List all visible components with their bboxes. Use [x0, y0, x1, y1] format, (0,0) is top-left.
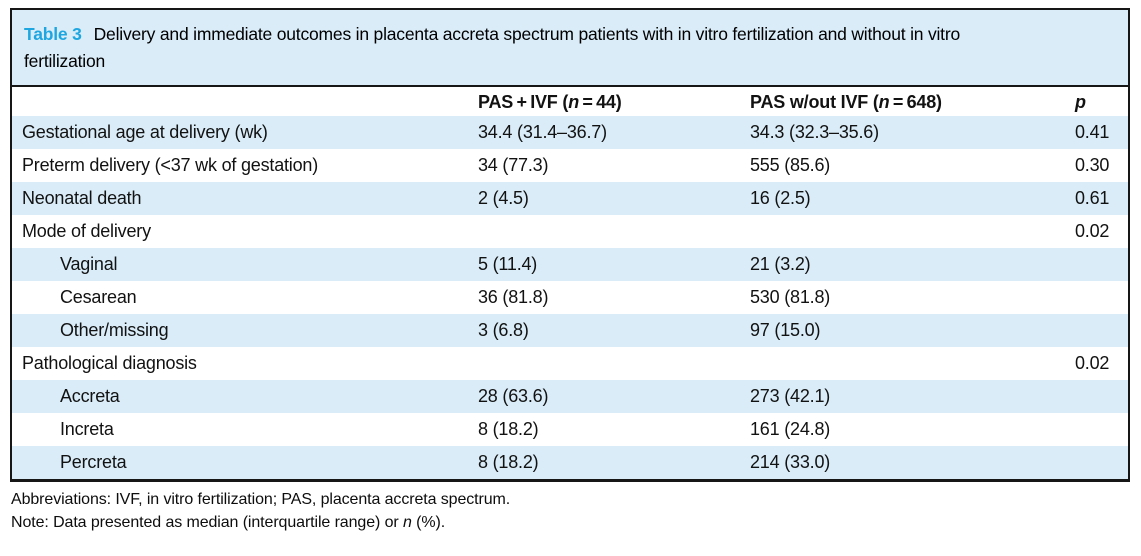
header-text-suffix: = 648) — [889, 92, 942, 112]
caption-title-line2: fertilization — [24, 51, 106, 71]
cell-p-value — [1075, 314, 1128, 347]
cell-pas-no-ivf: 530 (81.8) — [750, 287, 831, 307]
row-label: Gestational age at delivery (wk) — [12, 116, 478, 149]
cell-pas-no-ivf: 273 (42.1) — [750, 380, 1075, 413]
table-row: Gestational age at delivery (wk) 34.4 (3… — [12, 116, 1128, 149]
row-label: Accreta — [12, 380, 478, 413]
row-label: Neonatal death — [12, 182, 478, 215]
header-text-prefix: PAS + IVF ( — [478, 92, 569, 112]
note-n-italic: n — [402, 513, 412, 531]
cell-p-value — [1075, 446, 1128, 479]
cell-p-value: 0.30 — [1075, 155, 1110, 175]
cell-pas-no-ivf — [750, 215, 1075, 248]
cell-pas-no-ivf: 161 (24.8) — [750, 419, 831, 439]
table-row: Pathological diagnosis 0.02 — [12, 347, 1128, 380]
cell-pas-ivf — [478, 215, 750, 248]
header-n-italic: n — [568, 92, 579, 112]
cell-pas-no-ivf — [750, 347, 1075, 380]
table-row: Percreta 8 (18.2) 214 (33.0) — [12, 446, 1128, 479]
table-row: Other/missing 3 (6.8) 97 (15.0) — [12, 314, 1128, 347]
table-row: Cesarean 36 (81.8) 530 (81.8) — [12, 281, 1128, 314]
cell-p-value — [1075, 413, 1128, 446]
cell-p-value — [1075, 281, 1128, 314]
caption-title-line1: Delivery and immediate outcomes in place… — [93, 24, 961, 44]
cell-pas-no-ivf: 34.3 (32.3–35.6) — [750, 116, 1075, 149]
table-row: Preterm delivery (<37 wk of gestation) 3… — [12, 149, 1128, 182]
row-label: Vaginal — [12, 248, 478, 281]
cell-pas-ivf: 2 (4.5) — [478, 182, 750, 215]
table-footnotes: Abbreviations: IVF, in vitro fertilizati… — [11, 489, 1141, 534]
caption-line-1: Table 3 Delivery and immediate outcomes i… — [24, 21, 1118, 48]
column-header-pas-ivf: PAS + IVF (n = 44) — [478, 87, 750, 116]
row-label: Pathological diagnosis — [22, 353, 197, 373]
cell-p-value — [1075, 248, 1128, 281]
row-label: Percreta — [12, 446, 478, 479]
cell-pas-ivf: 5 (11.4) — [478, 248, 750, 281]
table-header-row: PAS + IVF (n = 44) PAS w/out IVF (n = 64… — [12, 87, 1128, 116]
abbreviations-note: Abbreviations: IVF, in vitro fertilizati… — [11, 491, 511, 508]
cell-pas-no-ivf: 214 (33.0) — [750, 446, 1075, 479]
header-text-prefix: PAS w/out IVF ( — [750, 92, 879, 112]
column-header-p-value: p — [1075, 87, 1128, 116]
cell-pas-ivf: 34 (77.3) — [478, 155, 549, 175]
column-header-empty — [12, 87, 478, 116]
cell-pas-no-ivf: 16 (2.5) — [750, 182, 1075, 215]
cell-pas-ivf: 8 (18.2) — [478, 419, 539, 439]
cell-p-value: 0.02 — [1075, 221, 1110, 241]
row-label: Mode of delivery — [22, 221, 151, 241]
row-label: Increta — [60, 419, 114, 439]
row-label: Other/missing — [12, 314, 478, 347]
cell-p-value: 0.41 — [1075, 116, 1128, 149]
cell-pas-no-ivf: 21 (3.2) — [750, 248, 1075, 281]
cell-pas-no-ivf: 97 (15.0) — [750, 314, 1075, 347]
cell-pas-ivf: 34.4 (31.4–36.7) — [478, 116, 750, 149]
note-suffix: (%). — [411, 513, 446, 531]
row-label: Cesarean — [60, 287, 137, 307]
header-n-italic: n — [878, 92, 890, 112]
row-label: Preterm delivery (<37 wk of gestation) — [22, 155, 319, 175]
p-italic: p — [1075, 92, 1086, 112]
cell-p-value — [1075, 380, 1128, 413]
cell-pas-no-ivf: 555 (85.6) — [750, 155, 831, 175]
cell-pas-ivf: 8 (18.2) — [478, 446, 750, 479]
table-row: Mode of delivery 0.02 — [12, 215, 1128, 248]
cell-p-value: 0.61 — [1075, 182, 1128, 215]
column-header-pas-no-ivf: PAS w/out IVF (n = 648) — [750, 87, 1075, 116]
cell-pas-ivf — [478, 347, 750, 380]
table-3-panel: Table 3 Delivery and immediate outcomes i… — [10, 8, 1130, 482]
outcomes-table: PAS + IVF (n = 44) PAS w/out IVF (n = 64… — [12, 87, 1128, 479]
cell-pas-ivf: 28 (63.6) — [478, 380, 750, 413]
table-row: Increta 8 (18.2) 161 (24.8) — [12, 413, 1128, 446]
cell-pas-ivf: 36 (81.8) — [478, 287, 549, 307]
table-row: Neonatal death 2 (4.5) 16 (2.5) 0.61 — [12, 182, 1128, 215]
cell-pas-ivf: 3 (6.8) — [478, 314, 750, 347]
note-prefix: Note: Data presented as median (interqua… — [11, 513, 403, 531]
table-number-label: Table 3 — [24, 24, 82, 44]
table-row: Accreta 28 (63.6) 273 (42.1) — [12, 380, 1128, 413]
cell-p-value: 0.02 — [1075, 353, 1110, 373]
data-note: Note: Data presented as median (interqua… — [11, 512, 1141, 535]
header-text-suffix: = 44) — [579, 92, 622, 112]
table-caption: Table 3 Delivery and immediate outcomes i… — [12, 10, 1128, 87]
table-row: Vaginal 5 (11.4) 21 (3.2) — [12, 248, 1128, 281]
